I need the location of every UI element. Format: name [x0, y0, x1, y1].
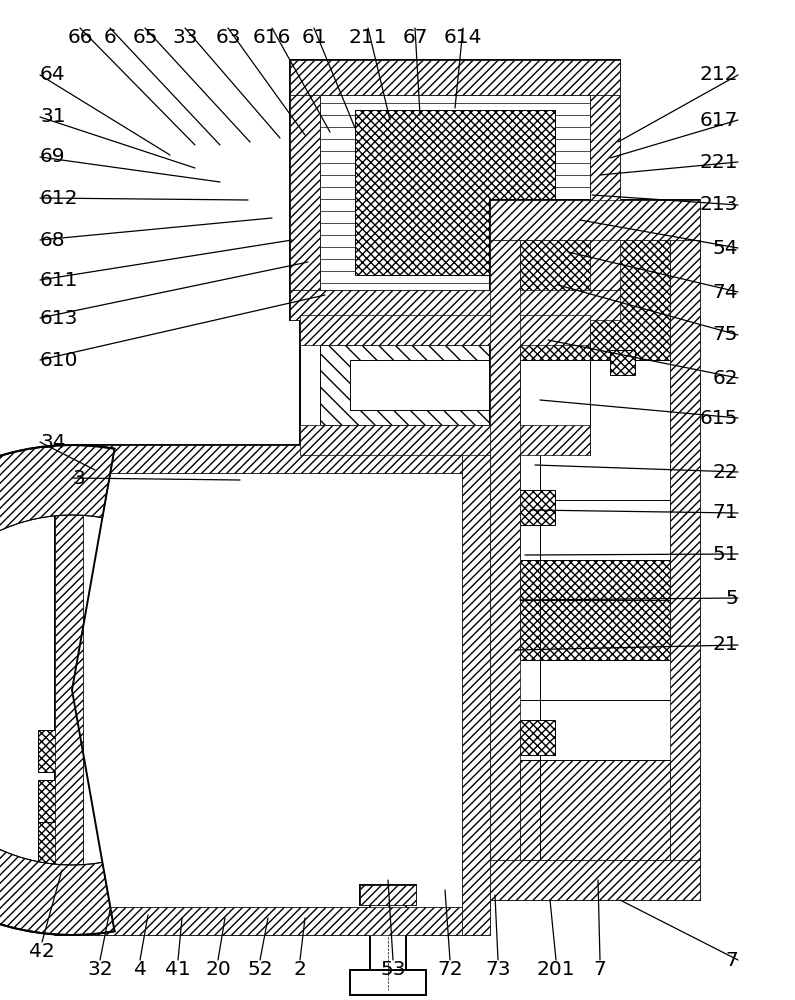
Text: 3: 3	[72, 468, 85, 488]
Text: 612: 612	[40, 188, 79, 208]
Text: 32: 32	[87, 960, 113, 979]
Text: 66: 66	[68, 28, 93, 47]
Text: 63: 63	[215, 28, 241, 47]
Bar	[350, 360, 540, 410]
Text: 53: 53	[380, 960, 405, 979]
Text: 21: 21	[712, 636, 738, 654]
Polygon shape	[490, 200, 700, 240]
Bar	[350, 970, 426, 995]
Text: 62: 62	[712, 368, 738, 387]
Polygon shape	[55, 445, 83, 935]
Polygon shape	[83, 907, 462, 935]
Bar	[490, 200, 700, 900]
Text: 6: 6	[103, 28, 116, 47]
Text: 7: 7	[725, 950, 738, 970]
Text: 74: 74	[712, 282, 738, 302]
Polygon shape	[360, 885, 416, 905]
Text: 611: 611	[40, 270, 79, 290]
Bar	[83, 473, 462, 907]
Text: 54: 54	[712, 238, 738, 257]
Text: 52: 52	[247, 960, 273, 979]
Bar	[320, 345, 570, 425]
Bar	[38, 820, 83, 865]
Polygon shape	[490, 860, 700, 900]
Text: 616: 616	[253, 28, 291, 47]
Text: 20: 20	[205, 960, 231, 979]
Polygon shape	[290, 95, 320, 290]
Text: 7: 7	[594, 960, 607, 979]
Bar	[38, 780, 83, 822]
Polygon shape	[83, 445, 462, 473]
Text: 73: 73	[485, 960, 510, 979]
Bar	[355, 110, 555, 275]
Text: 51: 51	[712, 544, 738, 564]
Text: 614: 614	[444, 28, 483, 47]
Text: 5: 5	[725, 588, 738, 607]
Bar	[520, 560, 670, 660]
Text: 213: 213	[700, 196, 738, 215]
Polygon shape	[290, 290, 620, 320]
Bar	[520, 760, 670, 860]
Polygon shape	[290, 60, 620, 95]
Text: 71: 71	[712, 504, 738, 522]
Text: 64: 64	[40, 66, 66, 85]
Bar	[290, 60, 620, 320]
Text: 41: 41	[165, 960, 191, 979]
Text: 68: 68	[40, 231, 66, 249]
Bar	[520, 360, 670, 560]
Text: 22: 22	[712, 462, 738, 482]
Bar	[38, 730, 83, 772]
Bar	[360, 885, 416, 905]
Bar	[320, 95, 590, 290]
Text: 610: 610	[40, 351, 79, 369]
Text: 31: 31	[40, 107, 66, 126]
Text: 34: 34	[40, 432, 66, 452]
Polygon shape	[462, 445, 490, 935]
Polygon shape	[300, 425, 590, 455]
Text: 67: 67	[402, 28, 428, 47]
Text: 211: 211	[349, 28, 387, 47]
Text: 75: 75	[712, 326, 738, 344]
Bar	[520, 720, 555, 755]
Text: 33: 33	[173, 28, 198, 47]
Text: 4: 4	[134, 960, 146, 979]
Text: 2: 2	[293, 960, 306, 979]
Text: 65: 65	[132, 28, 157, 47]
Text: 212: 212	[700, 66, 738, 85]
Polygon shape	[490, 240, 520, 860]
Text: 615: 615	[700, 408, 738, 428]
Text: 42: 42	[29, 942, 55, 961]
Bar	[300, 315, 590, 455]
Text: 69: 69	[40, 147, 65, 166]
Text: 61: 61	[301, 28, 327, 47]
Bar	[520, 240, 670, 360]
Text: 221: 221	[700, 152, 738, 172]
Polygon shape	[300, 315, 590, 345]
Polygon shape	[670, 240, 700, 860]
Polygon shape	[590, 95, 620, 290]
Text: 613: 613	[40, 308, 79, 328]
Polygon shape	[0, 445, 114, 935]
Text: 72: 72	[437, 960, 463, 979]
Bar	[370, 900, 406, 990]
Text: 201: 201	[537, 960, 576, 979]
Bar	[610, 350, 635, 375]
Bar	[520, 490, 555, 525]
Text: 617: 617	[700, 110, 738, 129]
